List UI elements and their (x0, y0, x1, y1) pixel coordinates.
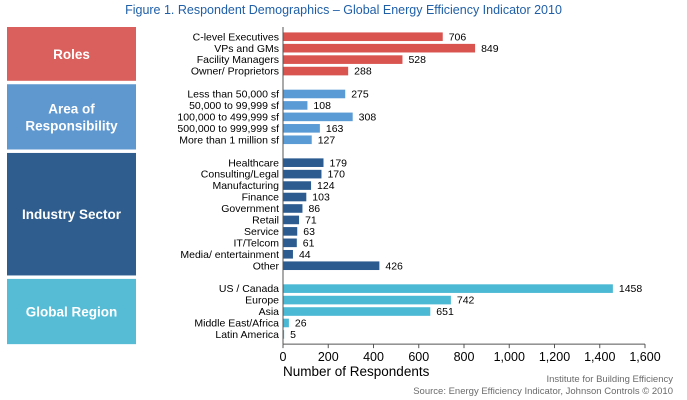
x-tick-label-7: 1,400 (584, 350, 615, 364)
group-label-area-of-responsibility: Area of Responsibility (25, 101, 118, 133)
bar-owner-proprietors (283, 66, 349, 76)
bar-vps-and-gms (283, 43, 476, 53)
group-box-roles (7, 27, 136, 81)
value-label-media-entertainment: 44 (299, 249, 311, 261)
category-label-vps-and-gms: VPs and GMs (214, 43, 279, 55)
x-axis-title: Number of Respondents (283, 364, 430, 379)
group-box-global-region (7, 278, 136, 345)
category-label-finance: Finance (242, 192, 280, 204)
value-label-vps-and-gms: 849 (481, 43, 499, 55)
bar-middle-east-africa (283, 318, 289, 328)
category-label-facility-managers: Facility Managers (197, 54, 279, 66)
category-label-us-canada: US / Canada (219, 283, 279, 295)
category-label-it-telcom: IT/Telcom (233, 237, 279, 249)
bar-asia (283, 307, 431, 316)
value-label-consulting-legal: 170 (327, 169, 345, 181)
x-tick-label-5: 1,000 (494, 350, 525, 364)
bar-50-000-to-99-999-sf (283, 101, 308, 110)
bar-facility-managers (283, 55, 403, 64)
value-label-less-than-50-000-sf: 275 (351, 89, 369, 101)
credit-institute: Institute for Building Efficiency (546, 374, 673, 385)
x-tick-label-2: 400 (363, 350, 384, 364)
value-label-other: 426 (385, 260, 403, 272)
value-label-middle-east-africa: 26 (295, 318, 307, 330)
bar-finance (283, 192, 307, 202)
category-label-50-000-to-99-999-sf: 50,000 to 99,999 sf (189, 100, 279, 112)
credit-source: Source: Energy Efficiency Indicator, Joh… (413, 386, 673, 397)
x-tick-label-6: 1,200 (539, 350, 570, 364)
category-label-less-than-50-000-sf: Less than 50,000 sf (187, 89, 279, 101)
bar-government (283, 204, 303, 213)
group-label-industry-sector: Industry Sector (22, 207, 122, 222)
category-label-asia: Asia (259, 306, 280, 318)
category-label-more-than-1-million-sf: More than 1 million sf (179, 134, 279, 146)
value-label-asia: 651 (436, 306, 454, 318)
category-label-healthcare: Healthcare (228, 157, 279, 169)
bar-100-000-to-499-999-sf (283, 112, 353, 122)
category-label-manufacturing: Manufacturing (212, 180, 279, 192)
category-label-service: Service (244, 226, 279, 238)
group-label-roles: Roles (53, 47, 90, 62)
bar-more-than-1-million-sf (283, 135, 312, 145)
value-label-100-000-to-499-999-sf: 308 (359, 111, 377, 123)
category-label-500-000-to-999-999-sf: 500,000 to 999,999 sf (177, 123, 279, 135)
category-label-media-entertainment: Media/ entertainment (180, 249, 279, 261)
bar-consulting-legal (283, 169, 322, 179)
bar-media-entertainment (283, 249, 293, 259)
value-label-service: 63 (303, 226, 315, 238)
x-tick-label-0: 0 (280, 350, 287, 364)
x-tick-label-4: 800 (454, 350, 475, 364)
value-label-government: 86 (308, 203, 320, 215)
value-label-more-than-1-million-sf: 127 (318, 134, 336, 146)
category-label-100-000-to-499-999-sf: 100,000 to 499,999 sf (177, 111, 279, 123)
bar-service (283, 227, 298, 236)
bar-europe (283, 295, 451, 305)
bar-it-telcom (283, 238, 297, 248)
value-label-owner-proprietors: 288 (354, 66, 372, 78)
value-label-healthcare: 179 (329, 157, 347, 169)
value-label-retail: 71 (305, 215, 317, 227)
category-label-c-level-executives: C-level Executives (193, 31, 279, 43)
bar-less-than-50-000-sf (283, 89, 346, 99)
value-label-500-000-to-999-999-sf: 163 (326, 123, 344, 135)
group-label-global-region: Global Region (26, 305, 118, 320)
bar-latin-america (283, 330, 285, 339)
bar-manufacturing (283, 181, 312, 190)
value-label-finance: 103 (312, 192, 330, 204)
bar-healthcare (283, 158, 324, 167)
group-box-industry-sector (7, 152, 136, 276)
category-label-europe: Europe (245, 295, 279, 307)
value-label-us-canada: 1458 (619, 283, 643, 295)
bar-other (283, 261, 380, 271)
category-label-government: Government (221, 203, 279, 215)
x-tick-label-1: 200 (318, 350, 339, 364)
value-label-facility-managers: 528 (408, 54, 426, 66)
category-label-middle-east-africa: Middle East/Africa (194, 318, 279, 330)
value-label-manufacturing: 124 (317, 180, 335, 192)
value-label-it-telcom: 61 (303, 237, 315, 249)
bar-c-level-executives (283, 32, 443, 42)
bar-retail (283, 215, 300, 225)
group-box-area-of-responsibility (7, 84, 136, 150)
chart-title: Figure 1. Respondent Demographics – Glob… (125, 3, 562, 17)
value-label-latin-america: 5 (290, 329, 296, 341)
bar-us-canada (283, 284, 613, 293)
category-label-owner-proprietors: Owner/ Proprietors (191, 66, 279, 78)
category-label-retail: Retail (252, 215, 279, 227)
category-label-latin-america: Latin America (215, 329, 279, 341)
category-label-other: Other (253, 260, 280, 272)
value-label-europe: 742 (457, 295, 475, 307)
value-label-c-level-executives: 706 (449, 31, 467, 43)
category-label-consulting-legal: Consulting/Legal (201, 169, 279, 181)
bar-500-000-to-999-999-sf (283, 124, 320, 133)
x-tick-label-8: 1,600 (629, 350, 660, 364)
value-label-50-000-to-99-999-sf: 108 (313, 100, 331, 112)
x-tick-label-3: 600 (408, 350, 429, 364)
